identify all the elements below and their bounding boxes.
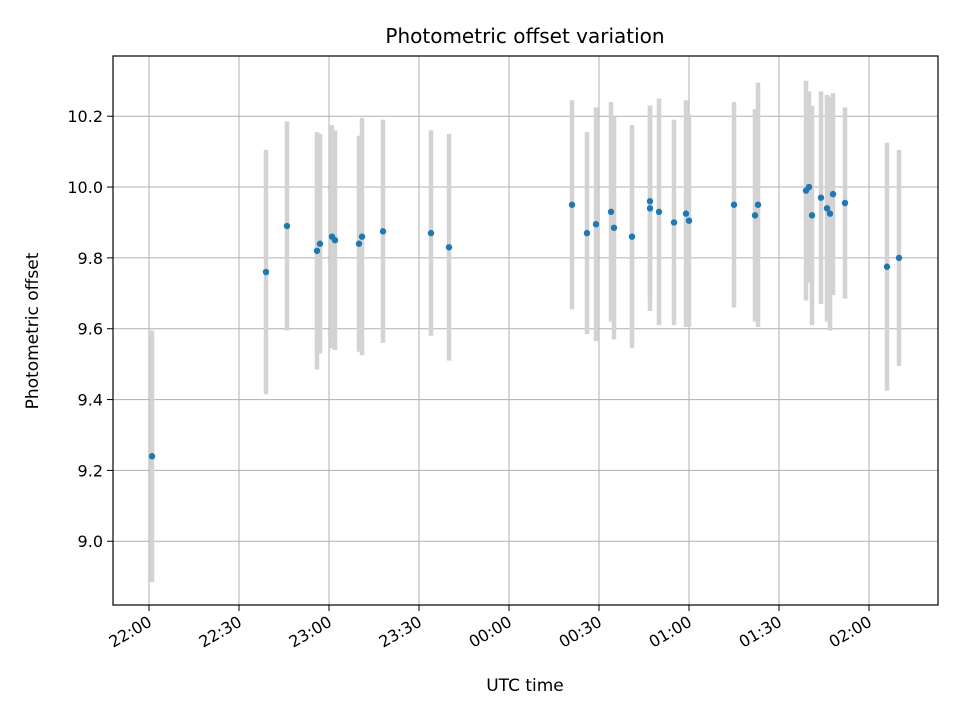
data-point (355, 240, 363, 247)
data-point (316, 240, 324, 247)
data-point (592, 221, 600, 228)
data-point (883, 263, 891, 270)
data-point (568, 201, 576, 208)
data-point (841, 199, 849, 207)
data-point (826, 210, 834, 217)
data-point (829, 190, 837, 198)
data-point (331, 236, 339, 244)
data-point (358, 233, 366, 240)
data-point (427, 229, 435, 237)
data-point (670, 219, 678, 226)
data-point (751, 212, 759, 219)
y-axis-label: Photometric offset (23, 252, 43, 409)
y-tick-label: 10.2 (67, 107, 103, 126)
grid (113, 56, 938, 605)
data-point (685, 217, 693, 224)
data-point (262, 268, 270, 276)
data-point (646, 198, 654, 205)
data-point (682, 210, 690, 217)
data-point (730, 201, 738, 208)
y-tick-label: 9.2 (78, 461, 103, 480)
y-axis: 9.0 9.2 9.4 9.6 9.8 10.0 10.2 (67, 107, 113, 551)
plot-frame (112, 55, 939, 606)
data-point (646, 205, 654, 212)
data-points (148, 183, 903, 460)
data-point (895, 254, 903, 262)
data-point (628, 233, 636, 240)
data-point (283, 222, 291, 230)
data-point (607, 208, 615, 216)
y-tick-label: 9.6 (78, 320, 103, 339)
y-tick-label: 10.0 (67, 178, 103, 197)
data-point (805, 183, 813, 191)
x-axis-label: UTC time (486, 676, 564, 696)
data-point (583, 229, 591, 237)
y-tick-label: 9.8 (78, 249, 103, 268)
data-point (379, 228, 387, 235)
data-point (313, 247, 321, 255)
data-point (610, 224, 618, 231)
data-point (655, 208, 663, 216)
data-point (445, 244, 453, 251)
data-point (817, 194, 825, 201)
chart-title: Photometric offset variation (385, 24, 664, 48)
y-tick-label: 9.0 (78, 532, 103, 551)
y-tick-label: 9.4 (78, 391, 103, 410)
data-point (754, 201, 762, 208)
data-point (808, 212, 816, 219)
data-point (823, 205, 831, 212)
data-point (148, 453, 156, 460)
